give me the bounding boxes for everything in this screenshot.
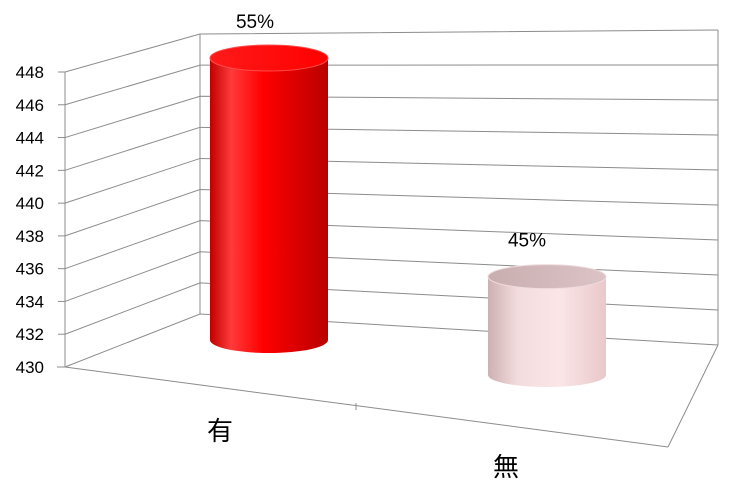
y-tick-label: 446	[16, 96, 44, 115]
floor-front-edge	[64, 366, 669, 448]
category-label: 無	[493, 453, 519, 480]
data-label: 45%	[508, 231, 546, 252]
category-label: 有	[207, 417, 233, 447]
y-tick-label: 438	[16, 227, 44, 246]
y-tick-label: 442	[16, 161, 44, 180]
y-tick-label: 444	[16, 129, 44, 148]
gridline	[64, 157, 719, 204]
axes	[57, 30, 719, 448]
x-axis-category-labels: 有無	[207, 417, 519, 480]
bar-有	[210, 58, 328, 353]
y-tick-label: 434	[16, 292, 44, 311]
y-tick-label: 432	[16, 325, 44, 344]
gridline	[64, 29, 719, 73]
data-label: 55%	[236, 12, 274, 33]
y-tick-label: 440	[16, 194, 44, 213]
y-tick-label: 430	[16, 358, 44, 377]
bar-無	[488, 276, 606, 387]
y-tick-label: 448	[16, 63, 44, 82]
gridline	[64, 251, 719, 302]
gridline	[64, 189, 719, 237]
bar-top-有	[209, 44, 329, 72]
bars	[209, 44, 607, 387]
gridline	[64, 282, 719, 335]
gridline	[64, 220, 719, 270]
data-labels: 55% 45%	[236, 12, 546, 252]
gridline	[64, 313, 719, 368]
gridlines	[64, 29, 719, 368]
gridline	[64, 95, 719, 139]
y-axis-tick-labels: 430 432 434 436 438 440 442 444 446 448	[16, 63, 44, 377]
y-tick-label: 436	[16, 260, 44, 279]
floor-right-edge	[667, 344, 719, 448]
bar-top-無	[487, 264, 607, 290]
gridline	[64, 126, 719, 171]
